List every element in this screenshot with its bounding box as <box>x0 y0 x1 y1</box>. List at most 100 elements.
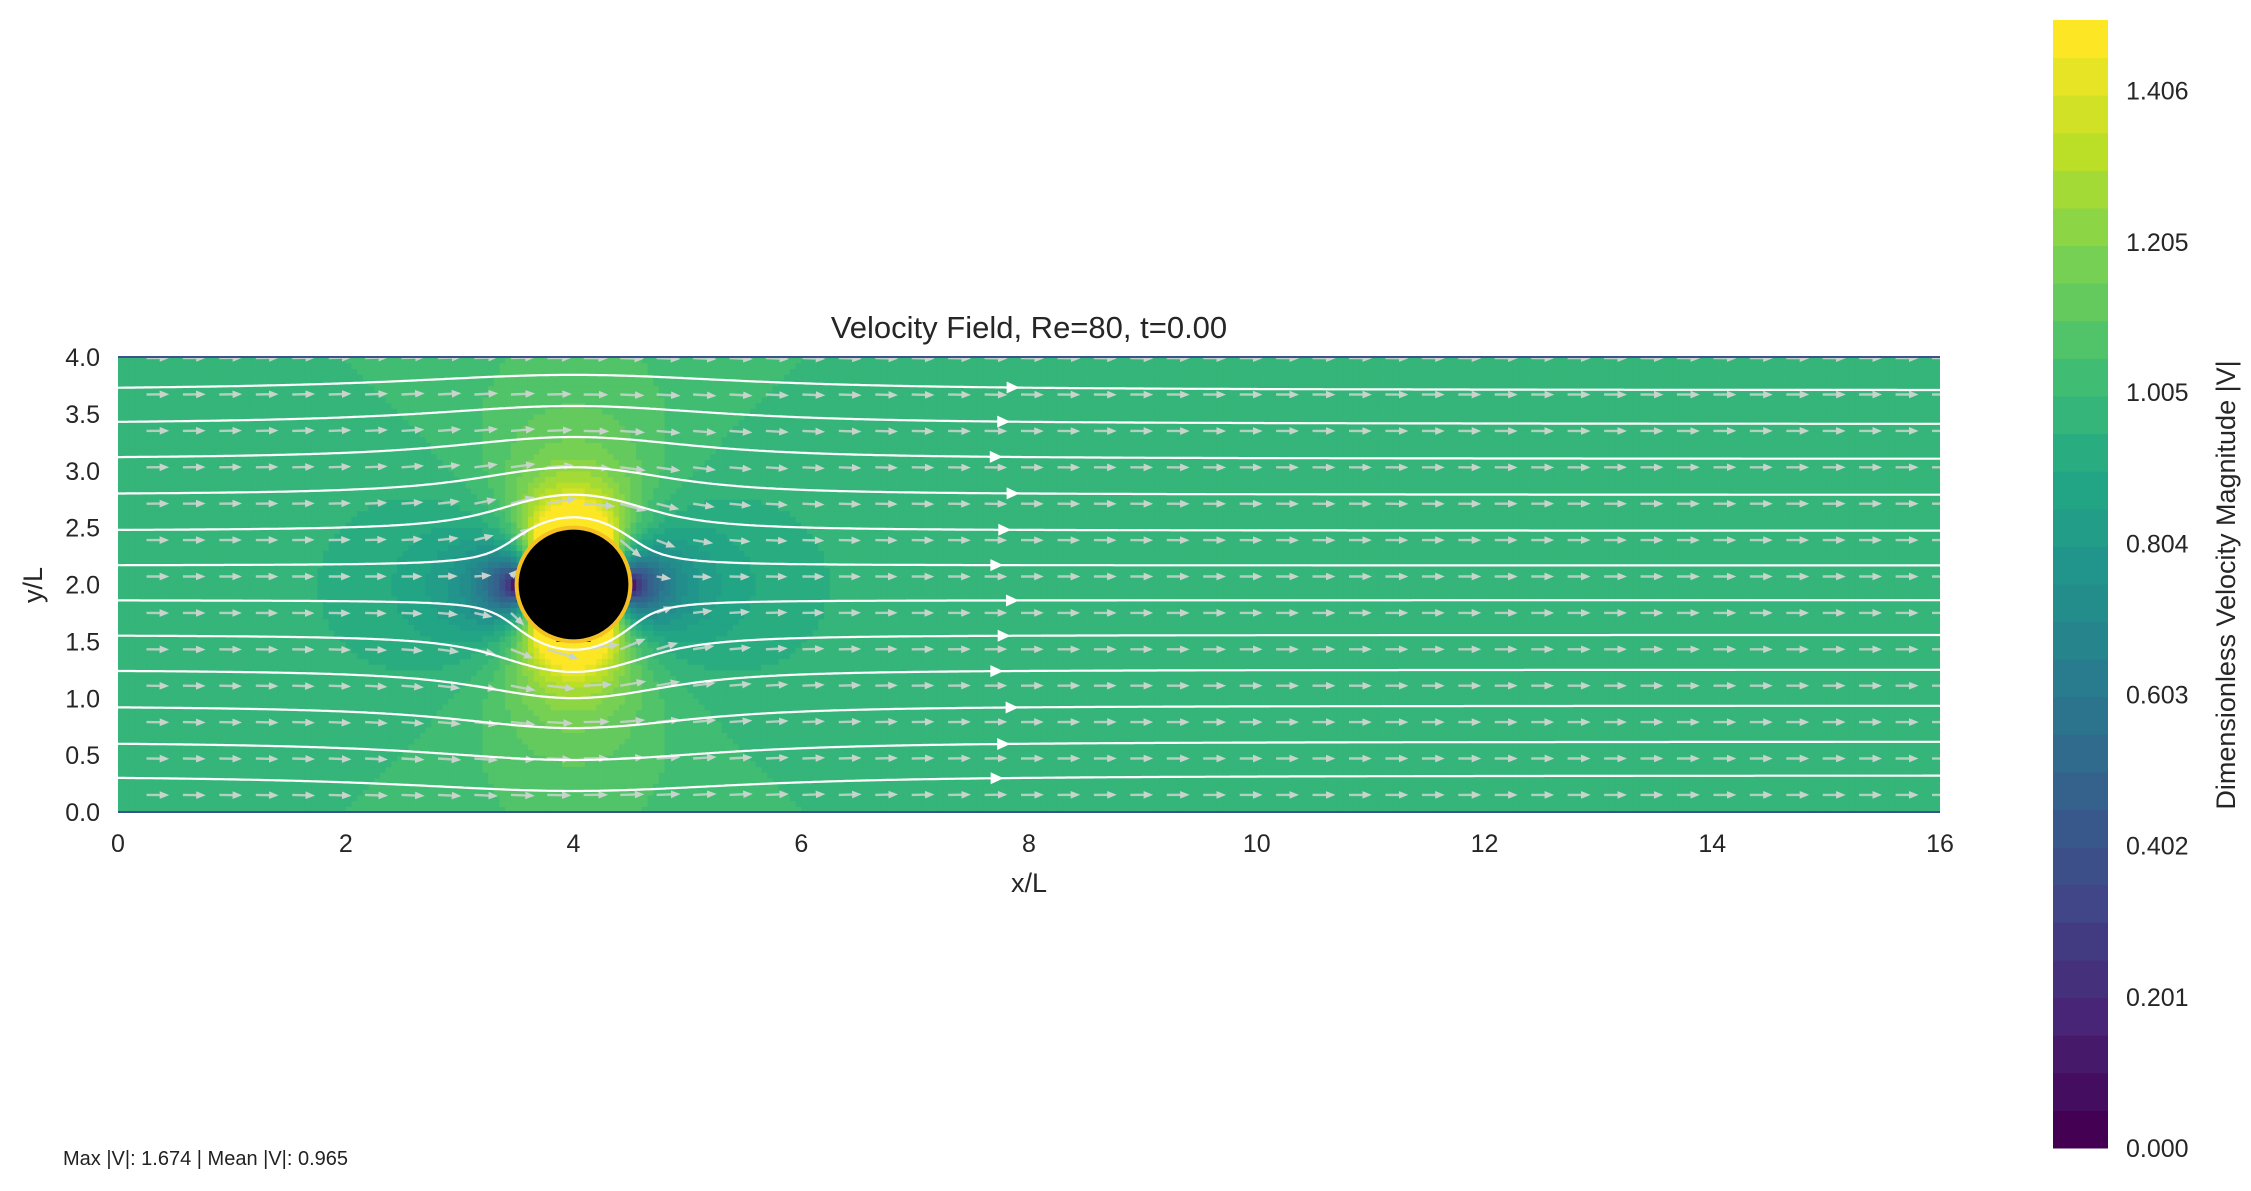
field-cell <box>442 533 449 540</box>
field-cell <box>129 698 136 705</box>
field-cell <box>305 533 313 540</box>
field-cell <box>425 738 432 745</box>
field-cell <box>419 607 427 614</box>
field-cell <box>362 385 370 392</box>
field-cell <box>157 698 165 705</box>
field-cell <box>266 550 273 557</box>
field-cell <box>402 436 409 443</box>
field-cell <box>271 493 279 500</box>
field-cell <box>197 652 204 660</box>
field-cell <box>152 413 159 421</box>
field-cell <box>271 584 279 591</box>
field-cell <box>459 709 466 716</box>
field-cell <box>419 800 427 807</box>
field-cell <box>465 658 472 665</box>
field-cell <box>322 550 330 557</box>
field-cell <box>163 624 170 631</box>
field-cell <box>396 556 404 563</box>
field-cell <box>140 459 148 466</box>
field-cell <box>288 516 296 523</box>
field-cell <box>197 743 204 751</box>
field-cell <box>408 578 415 586</box>
field-cell <box>408 703 415 711</box>
field-cell <box>283 436 290 443</box>
field-cell <box>431 402 438 409</box>
field-cell <box>248 664 256 671</box>
field-cell <box>266 703 273 711</box>
field-cell <box>402 806 409 812</box>
field-cell <box>334 408 341 415</box>
field-cell <box>237 521 244 529</box>
field-cell <box>442 794 449 802</box>
field-cell <box>357 476 364 483</box>
field-cell <box>436 533 444 540</box>
field-cell <box>442 669 449 677</box>
field-cell <box>169 777 176 785</box>
field-cell <box>305 436 313 443</box>
field-cell <box>266 385 273 392</box>
field-cell <box>391 664 398 671</box>
field-cell <box>271 664 279 671</box>
field-cell <box>431 664 438 671</box>
field-cell <box>448 595 455 603</box>
field-cell <box>391 436 398 443</box>
field-cell <box>231 567 239 574</box>
field-cell <box>203 760 210 768</box>
field-cell <box>391 794 398 802</box>
field-cell <box>220 721 227 728</box>
field-cell <box>169 379 176 387</box>
field-cell <box>396 789 404 796</box>
field-cell <box>311 504 318 512</box>
field-cell <box>248 681 256 688</box>
field-cell <box>322 584 330 591</box>
field-cell <box>396 584 404 591</box>
field-cell <box>391 703 398 711</box>
field-cell <box>385 590 392 597</box>
field-cell <box>334 419 341 426</box>
field-cell <box>288 794 296 802</box>
field-cell <box>317 601 324 608</box>
field-cell <box>152 664 159 671</box>
field-cell <box>317 567 324 574</box>
field-cell <box>379 698 387 705</box>
field-cell <box>340 493 347 500</box>
field-cell <box>203 777 210 785</box>
field-cell <box>209 550 216 557</box>
field-cell <box>294 419 301 426</box>
field-cell <box>140 692 148 699</box>
field-cell <box>311 692 318 699</box>
field-cell <box>317 624 324 631</box>
field-cell <box>174 618 182 625</box>
field-cell <box>374 357 381 364</box>
field-cell <box>465 419 472 426</box>
field-cell <box>385 738 392 745</box>
field-cell <box>214 590 222 597</box>
field-cell <box>220 686 227 694</box>
field-cell <box>163 595 170 603</box>
field-cell <box>271 362 279 369</box>
field-cell <box>391 630 398 637</box>
field-cell <box>465 738 472 745</box>
field-cell <box>311 430 318 438</box>
field-cell <box>203 482 210 489</box>
field-cell <box>203 402 210 409</box>
field-cell <box>294 789 301 796</box>
field-cell <box>220 408 227 415</box>
field-cell <box>118 777 125 785</box>
field-cell <box>459 533 466 540</box>
field-cell <box>431 686 438 694</box>
field-cell <box>436 760 444 768</box>
field-cell <box>192 777 199 785</box>
field-cell <box>459 590 466 597</box>
field-cell <box>288 721 296 728</box>
field-cell <box>459 561 466 569</box>
field-cell <box>385 357 392 364</box>
field-cell <box>174 789 182 796</box>
field-cell <box>237 459 244 466</box>
field-cell <box>357 374 364 381</box>
field-cell <box>425 368 432 375</box>
field-cell <box>231 624 239 631</box>
field-cell <box>448 607 455 614</box>
field-cell <box>169 755 176 762</box>
field-cell <box>357 539 364 546</box>
